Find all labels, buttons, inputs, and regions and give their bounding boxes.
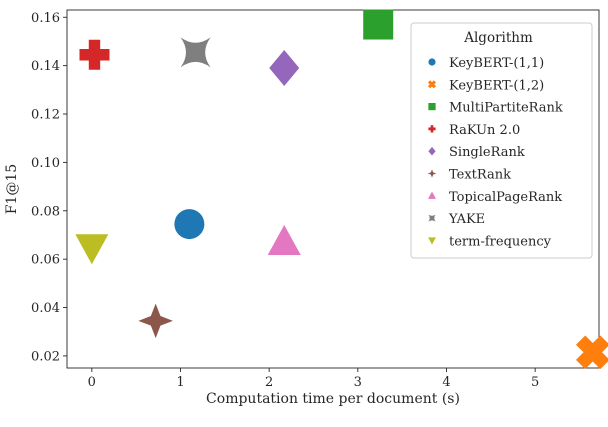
legend-box — [410, 22, 593, 259]
legend-label: KeyBERT-(1,2) — [449, 78, 544, 93]
x-axis: 0 1 2 3 4 5 — [88, 368, 539, 390]
point-keybert-1-2 — [575, 335, 608, 370]
y-tick-label: 0.14 — [31, 59, 60, 74]
legend-marker — [428, 146, 436, 156]
x-tick-label: 0 — [88, 375, 96, 390]
point-keybert-1-1 — [174, 209, 205, 240]
data-points — [75, 9, 608, 370]
y-tick-label: 0.06 — [31, 253, 60, 268]
legend-title: Algorithm — [463, 30, 533, 46]
legend-marker — [428, 191, 436, 199]
y-axis: 0.02 0.04 0.06 0.08 0.10 0.12 0.14 0.16 — [31, 11, 67, 364]
point-multipartiterank — [363, 9, 394, 40]
legend-label: MultiPartiteRank — [449, 101, 563, 116]
legend-marker — [427, 80, 437, 89]
legend-label: TextRank — [449, 168, 511, 183]
y-tick-label: 0.10 — [31, 156, 60, 171]
legend-label: TopicalPageRank — [449, 190, 562, 205]
point-rakun-2-0 — [79, 39, 110, 70]
legend-marker — [428, 103, 436, 111]
legend: Algorithm KeyBERT-(1,1) KeyBERT-(1,2) Multi… — [410, 22, 593, 259]
legend-marker — [427, 169, 437, 178]
plot-area — [66, 9, 600, 369]
legend-marker — [428, 237, 436, 245]
y-tick-label: 0.02 — [31, 349, 60, 364]
legend-label: term-frequency — [449, 234, 552, 249]
y-axis-title: F1@15 — [4, 164, 20, 214]
y-tick-label: 0.12 — [31, 108, 60, 123]
legend-marker — [428, 125, 436, 133]
legend-label: RaKUn 2.0 — [449, 123, 520, 138]
legend-marker — [428, 214, 436, 222]
legend-label: YAKE — [448, 212, 485, 227]
x-tick-label: 3 — [354, 375, 362, 390]
legend-label: KeyBERT-(1,1) — [449, 56, 544, 71]
x-tick-label: 4 — [442, 375, 450, 390]
point-topicalpagerank — [267, 224, 301, 255]
x-tick-label: 5 — [531, 375, 539, 390]
legend-marker — [428, 58, 436, 66]
point-singlerank — [269, 50, 300, 87]
point-textrank — [138, 303, 173, 339]
plot-frame — [66, 9, 600, 369]
x-tick-label: 1 — [176, 375, 184, 390]
y-tick-label: 0.16 — [31, 11, 60, 26]
point-yake — [180, 37, 211, 68]
legend-label: SingleRank — [449, 145, 525, 160]
y-tick-label: 0.04 — [31, 301, 60, 316]
x-tick-label: 2 — [265, 375, 273, 390]
y-tick-label: 0.08 — [31, 204, 60, 219]
point-term-frequency — [75, 234, 109, 265]
x-axis-title: Computation time per document (s) — [206, 391, 460, 407]
